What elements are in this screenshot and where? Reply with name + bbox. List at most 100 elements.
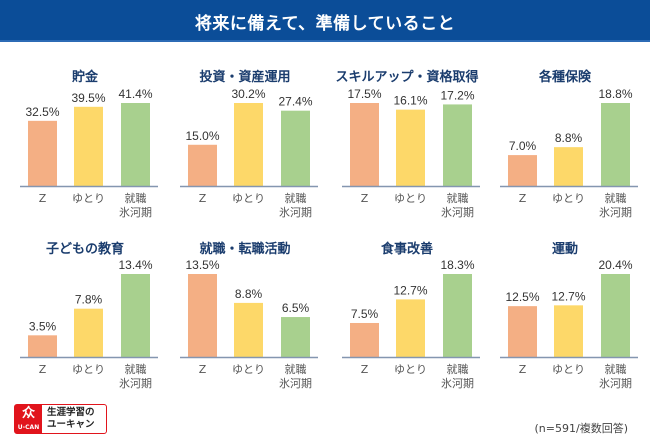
category-label: ゆとり [394,363,427,376]
bar-z [28,335,57,357]
category-label: 就職 [125,191,147,205]
category-label: 氷河期 [279,206,312,219]
bar-hyogaki [443,104,472,186]
category-label: Z [361,363,369,376]
category-label: Z [39,363,47,376]
category-label: Z [519,363,527,376]
header-banner: 将来に備えて、準備していること [0,0,650,42]
bar-hyogaki [601,103,630,186]
category-label: 就職 [605,362,627,376]
category-label: ゆとり [552,192,585,205]
data-label: 16.1% [393,94,427,108]
bar-z [508,155,537,186]
data-label: 12.7% [551,289,585,303]
chart-panel: 運動 12.5% Z 12.7% ゆとり 20.4% 就職 氷河期 [492,222,638,392]
category-label: Z [519,192,527,205]
panel-title: 食事改善 [380,242,433,257]
category-label: 氷河期 [599,206,632,219]
bar-z [350,322,379,357]
category-label: 氷河期 [119,377,152,390]
bar-z [28,120,57,186]
logo-line1: 生涯学習の [47,407,95,418]
data-label: 13.4% [118,258,152,272]
category-label: Z [39,192,47,205]
bar-yutori [554,147,583,186]
data-label: 12.5% [505,290,539,304]
category-label: ゆとり [72,192,105,205]
data-label: 7.5% [351,307,379,321]
ucan-logo: 众 U-CAN 生涯学習の ユーキャン [14,404,107,434]
bar-hyogaki [121,103,150,186]
category-label: ゆとり [552,363,585,376]
category-label: 就職 [285,362,307,376]
panel-title: 運動 [551,242,578,257]
bar-yutori [234,302,263,357]
category-label: 氷河期 [441,206,474,219]
category-label: ゆとり [72,363,105,376]
category-label: ゆとり [232,192,265,205]
bar-yutori [396,109,425,186]
data-label: 27.4% [278,95,312,109]
logo-text: 生涯学習の ユーキャン [47,407,95,431]
panel-title: スキルアップ・資格取得 [335,70,479,85]
category-label: 就職 [125,362,147,376]
logo-brand: U-CAN [17,424,40,431]
category-label: 氷河期 [279,377,312,390]
data-label: 32.5% [25,105,59,119]
bar-z [188,144,217,186]
chart-panel: 子どもの教育 3.5% Z 7.8% ゆとり 13.4% 就職 氷河期 [12,222,158,392]
category-label: 氷河期 [599,377,632,390]
category-label: Z [199,192,207,205]
category-label: 就職 [447,191,469,205]
data-label: 18.8% [598,87,632,101]
panel-title: 子どもの教育 [45,242,124,257]
data-label: 8.8% [235,287,263,301]
category-label: 就職 [447,362,469,376]
chart-panel: スキルアップ・資格取得 17.5% Z 16.1% ゆとり 17.2% 就職 氷河期 [334,50,480,220]
sample-note: (n=591/複数回答) [534,422,628,435]
bar-yutori [396,299,425,357]
data-label: 39.5% [71,91,105,105]
bar-hyogaki [443,274,472,357]
category-label: 就職 [285,191,307,205]
data-label: 17.2% [440,88,474,102]
data-label: 3.5% [29,319,57,333]
data-label: 7.0% [509,139,537,153]
bar-z [350,103,379,186]
bar-hyogaki [281,317,310,357]
data-label: 18.3% [440,258,474,272]
category-label: 氷河期 [119,206,152,219]
category-label: ゆとり [394,192,427,205]
panel-title: 就職・転職活動 [199,242,291,257]
bar-hyogaki [601,274,630,357]
data-label: 7.8% [75,293,103,307]
category-label: 就職 [605,191,627,205]
chart-panel: 就職・転職活動 13.5% Z 8.8% ゆとり 6.5% 就職 氷河期 [172,222,318,392]
data-label: 6.5% [282,301,310,315]
logo-line2: ユーキャン [47,419,95,430]
category-label: Z [199,363,207,376]
logo-mark: 众 U-CAN [15,405,42,433]
bar-yutori [554,305,583,357]
data-label: 30.2% [231,87,265,101]
data-label: 15.0% [185,129,219,143]
bar-hyogaki [121,274,150,357]
chart-panel: 食事改善 7.5% Z 12.7% ゆとり 18.3% 就職 氷河期 [334,222,480,392]
category-label: ゆとり [232,363,265,376]
category-label: Z [361,192,369,205]
data-label: 8.8% [555,131,583,145]
logo-icon: 众 [21,406,35,421]
panel-title: 貯金 [71,70,98,85]
bar-yutori [74,106,103,186]
data-label: 13.5% [185,258,219,272]
bar-yutori [234,103,263,186]
chart-panel: 投資・資産運用 15.0% Z 30.2% ゆとり 27.4% 就職 氷河期 [172,50,318,220]
category-label: 氷河期 [441,377,474,390]
panel-title: 各種保険 [538,70,591,85]
chart-panel: 各種保険 7.0% Z 8.8% ゆとり 18.8% 就職 氷河期 [492,50,638,220]
